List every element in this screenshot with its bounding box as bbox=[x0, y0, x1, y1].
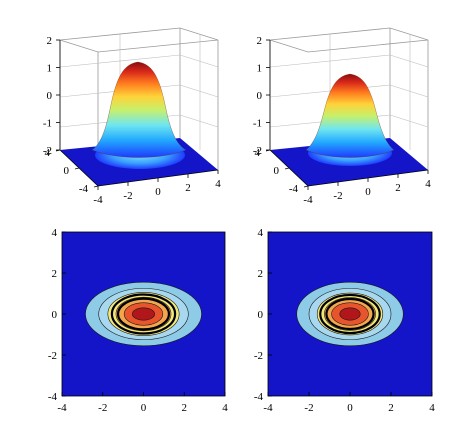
x-axis-ticks: -4 -2 0 2 4 bbox=[57, 392, 228, 414]
contour-fill-levels bbox=[85, 281, 202, 347]
z-tick-label: -1 bbox=[43, 118, 52, 130]
y-tick-label: -2 bbox=[48, 350, 57, 362]
x-tick-label: 2 bbox=[395, 182, 401, 194]
x-tick-label: 4 bbox=[222, 402, 228, 414]
y-tick-label: 4 bbox=[255, 147, 261, 159]
y-tick bbox=[303, 185, 309, 188]
x-tick-label: 0 bbox=[365, 186, 371, 198]
bold-contour bbox=[110, 293, 177, 335]
surface-peak bbox=[91, 61, 187, 158]
x-tick-label: -2 bbox=[304, 402, 313, 414]
y-axis-ticks: -4 0 4 bbox=[255, 147, 309, 195]
y-tick bbox=[93, 185, 99, 188]
z-axis-ticks: -2 -1 0 1 2 bbox=[43, 35, 60, 157]
x-tick-label: 4 bbox=[215, 178, 221, 190]
x-tick-label: 0 bbox=[155, 186, 161, 198]
y-tick-label: 4 bbox=[258, 227, 264, 239]
y-tick-label: -4 bbox=[79, 183, 89, 195]
contour-level bbox=[131, 307, 156, 321]
z-tick-label: -2 bbox=[43, 145, 52, 157]
y-tick bbox=[55, 149, 61, 152]
y-axis-ticks: -4 0 4 bbox=[45, 147, 99, 195]
z-tick-label: 2 bbox=[47, 35, 53, 47]
y-tick-label: -2 bbox=[254, 350, 263, 362]
z-tick-label: 1 bbox=[47, 63, 53, 75]
axes-grid bbox=[269, 34, 429, 150]
x-tick-label: -2 bbox=[98, 402, 107, 414]
x-axis-ticks: -4 -2 0 2 4 bbox=[93, 170, 221, 206]
x-tick-label: 2 bbox=[182, 402, 188, 414]
x-tick-label: 0 bbox=[347, 402, 353, 414]
surface-plot-top-right: -2 -1 0 1 2 -4 -2 0 2 4 -4 0 4 bbox=[253, 27, 431, 206]
surface-peak bbox=[305, 73, 395, 158]
x-tick-label: 2 bbox=[388, 402, 394, 414]
x-tick-label: -4 bbox=[263, 402, 273, 414]
z-tick-label: 0 bbox=[257, 90, 263, 102]
y-tick-label: 0 bbox=[274, 165, 280, 177]
z-tick-label: 1 bbox=[257, 63, 263, 75]
y-tick-label: 2 bbox=[258, 268, 264, 280]
bold-contour bbox=[325, 297, 375, 331]
x-tick-label: 0 bbox=[141, 402, 147, 414]
y-axis-ticks: -4 -2 0 2 4 bbox=[48, 227, 66, 403]
x-tick-label: -4 bbox=[57, 402, 67, 414]
y-tick bbox=[74, 167, 80, 170]
z-tick-label: 2 bbox=[257, 35, 263, 47]
contour-fill-levels bbox=[296, 281, 404, 347]
x-tick-label: 4 bbox=[429, 402, 435, 414]
contour-bold-lines bbox=[110, 293, 177, 335]
bold-contour bbox=[319, 293, 381, 335]
y-tick bbox=[284, 167, 290, 170]
y-tick-label: -4 bbox=[48, 391, 58, 403]
y-tick-label: 0 bbox=[64, 165, 70, 177]
x-axis-ticks: -4 -2 0 2 4 bbox=[303, 170, 431, 206]
y-tick-label: 4 bbox=[45, 147, 51, 159]
y-tick-label: 2 bbox=[52, 268, 58, 280]
bold-contour bbox=[116, 297, 171, 331]
y-tick-label: -4 bbox=[254, 391, 264, 403]
contour-plot-bottom-left: -4 -2 0 2 4 -4 -2 0 2 4 bbox=[48, 227, 228, 414]
y-tick-label: 4 bbox=[52, 227, 58, 239]
x-tick-label: 2 bbox=[185, 182, 191, 194]
y-tick bbox=[265, 149, 271, 152]
x-tick-label: -4 bbox=[303, 194, 313, 206]
x-tick-label: -2 bbox=[333, 190, 342, 202]
y-axis-ticks: -4 -2 0 2 4 bbox=[254, 227, 272, 403]
x-axis-ticks: -4 -2 0 2 4 bbox=[263, 392, 435, 414]
surface-plot-top-left: -2 -1 0 1 2 -4 -2 0 2 4 -4 0 4 bbox=[43, 27, 221, 206]
contour-level bbox=[339, 307, 361, 321]
z-axis-ticks: -2 -1 0 1 2 bbox=[253, 35, 270, 157]
x-tick-label: 4 bbox=[425, 178, 431, 190]
z-tick-label: -2 bbox=[253, 145, 262, 157]
y-tick-label: -4 bbox=[289, 183, 299, 195]
z-tick-label: 0 bbox=[47, 90, 53, 102]
y-tick-label: 0 bbox=[52, 309, 58, 321]
z-tick-label: -1 bbox=[253, 118, 262, 130]
y-tick-label: 0 bbox=[258, 309, 264, 321]
x-tick-label: -2 bbox=[123, 190, 132, 202]
x-tick-label: -4 bbox=[93, 194, 103, 206]
contour-plot-bottom-right: -4 -2 0 2 4 -4 -2 0 2 4 bbox=[254, 227, 435, 414]
contour-bold-lines bbox=[319, 293, 381, 335]
